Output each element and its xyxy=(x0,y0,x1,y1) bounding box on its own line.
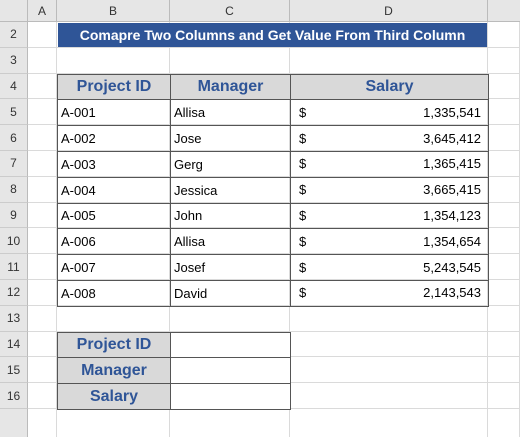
gridline xyxy=(28,150,520,151)
gridline xyxy=(28,175,520,177)
salary: 3,645,412 xyxy=(423,130,481,146)
column-header[interactable]: A xyxy=(28,0,57,22)
gridline xyxy=(28,227,520,229)
salary: 1,354,123 xyxy=(423,207,481,223)
cell: Jose xyxy=(170,125,291,152)
row-header[interactable]: 12 xyxy=(0,280,28,306)
row-header[interactable]: 8 xyxy=(0,176,28,203)
cell: David xyxy=(170,280,291,307)
gridline xyxy=(28,330,520,332)
currency: $ xyxy=(299,233,307,249)
currency: $ xyxy=(299,182,307,198)
column-header[interactable]: D xyxy=(290,0,488,22)
row-header[interactable]: 16 xyxy=(0,383,28,409)
cell: Allisa xyxy=(170,99,291,127)
row-header[interactable]: 7 xyxy=(0,151,28,177)
currency: $ xyxy=(299,156,307,172)
lookup-input[interactable] xyxy=(170,383,291,410)
row-header[interactable]: 10 xyxy=(0,228,28,255)
gridline xyxy=(28,201,520,203)
gridline xyxy=(169,22,170,437)
column-header xyxy=(488,0,520,22)
salary: 3,665,415 xyxy=(423,182,481,198)
cell: Allisa xyxy=(170,228,291,256)
cell: A-005 xyxy=(57,202,171,230)
gridline xyxy=(28,72,520,74)
row-header[interactable]: 4 xyxy=(0,73,28,100)
row-header[interactable]: 9 xyxy=(0,202,28,229)
gridline xyxy=(487,22,488,437)
lookup-label: Project ID xyxy=(57,331,171,359)
cell: A-008 xyxy=(57,280,171,307)
cell: Gerg xyxy=(170,151,291,178)
gridline xyxy=(28,46,520,48)
currency: $ xyxy=(299,259,307,275)
lookup-input[interactable] xyxy=(170,331,291,359)
cell: A-004 xyxy=(57,176,171,204)
gridline xyxy=(28,279,520,280)
gridline xyxy=(28,304,520,306)
salary: 1,354,654 xyxy=(423,233,481,249)
column-header[interactable]: B xyxy=(57,0,170,22)
row-header[interactable]: 2 xyxy=(0,22,28,48)
cell: A-006 xyxy=(57,228,171,256)
cell: A-002 xyxy=(57,125,171,152)
lookup-input[interactable] xyxy=(170,357,291,385)
cell: A-007 xyxy=(57,254,171,281)
currency: $ xyxy=(299,285,307,301)
cell xyxy=(290,280,489,307)
row-header[interactable]: 5 xyxy=(0,99,28,126)
gridline xyxy=(28,124,520,126)
currency: $ xyxy=(299,130,307,146)
corner xyxy=(0,0,28,22)
row-header[interactable]: 6 xyxy=(0,125,28,151)
currency: $ xyxy=(299,104,307,120)
row-header[interactable]: 11 xyxy=(0,254,28,280)
title: Comapre Two Columns and Get Value From T… xyxy=(58,23,487,47)
salary: 2,143,543 xyxy=(423,285,481,301)
salary: 1,365,415 xyxy=(423,156,481,172)
row-header[interactable]: 3 xyxy=(0,47,28,74)
row-header[interactable]: 14 xyxy=(0,331,28,358)
table-header: Salary xyxy=(290,73,489,101)
cell: Josef xyxy=(170,254,291,281)
gridline xyxy=(56,22,57,437)
lookup-label: Manager xyxy=(57,357,171,385)
cell: Jessica xyxy=(170,176,291,204)
cell: A-001 xyxy=(57,99,171,127)
cell: John xyxy=(170,202,291,230)
cell: A-003 xyxy=(57,151,171,178)
salary: 1,335,541 xyxy=(423,104,481,120)
gridline xyxy=(28,253,520,255)
row-header[interactable]: 13 xyxy=(0,305,28,332)
row-header xyxy=(0,409,28,437)
table-header: Project ID xyxy=(57,73,171,101)
gridline xyxy=(289,22,290,437)
currency: $ xyxy=(299,207,307,223)
table-header: Manager xyxy=(170,73,291,101)
row-header[interactable]: 15 xyxy=(0,357,28,384)
lookup-label: Salary xyxy=(57,383,171,410)
column-header[interactable]: C xyxy=(170,0,290,22)
salary: 5,243,545 xyxy=(423,259,481,275)
